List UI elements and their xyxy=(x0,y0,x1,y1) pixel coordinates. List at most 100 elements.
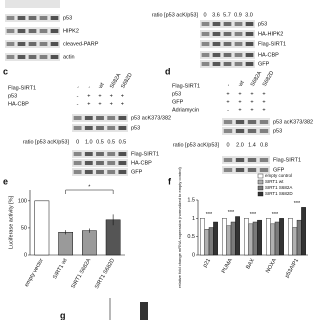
band xyxy=(212,42,221,46)
blot-label: p53 xyxy=(258,21,267,27)
condition-label: GFP xyxy=(172,99,184,105)
annotation: *** xyxy=(228,210,235,216)
band xyxy=(96,152,104,156)
bar xyxy=(301,207,306,256)
panel-letter: d xyxy=(165,66,171,76)
y-tick-label: 50 xyxy=(21,225,27,231)
annotation: * xyxy=(88,184,91,190)
band xyxy=(17,16,26,20)
blot-label: HIPK2 xyxy=(63,28,79,34)
condition-value: + xyxy=(98,93,101,99)
blot-strip xyxy=(222,127,270,135)
ratio-value: 2.0 xyxy=(236,142,244,148)
band xyxy=(223,168,233,172)
band xyxy=(73,170,82,174)
legend-label: SIRT1 wt xyxy=(265,179,284,184)
panel-letter: f xyxy=(168,176,172,186)
annotation: *** xyxy=(272,212,279,218)
condition-value: + xyxy=(262,99,265,105)
band xyxy=(212,53,221,57)
band xyxy=(39,42,48,46)
band xyxy=(84,126,93,130)
panel-letter: e xyxy=(3,176,8,186)
legend-swatch xyxy=(257,185,264,191)
ratio-value: 0.8 xyxy=(260,142,268,148)
condition-value: - xyxy=(226,83,232,88)
band xyxy=(107,170,116,174)
band xyxy=(223,32,232,36)
blot-label: p53 xyxy=(273,128,282,134)
band xyxy=(6,55,15,59)
band xyxy=(234,42,243,46)
band xyxy=(118,161,127,165)
ratio-value: 0.9 xyxy=(234,12,242,18)
band xyxy=(245,53,254,57)
blot-label: GFP xyxy=(258,61,270,67)
condition-value: + xyxy=(250,99,253,105)
condition-value: + xyxy=(250,91,253,97)
band xyxy=(96,126,104,130)
band xyxy=(118,152,127,156)
ratio-value: 0.5 xyxy=(119,139,127,145)
blot-label: GFP xyxy=(131,169,143,175)
band xyxy=(39,29,48,33)
band xyxy=(28,42,37,46)
condition-value: - xyxy=(77,93,79,99)
band xyxy=(201,42,210,46)
band xyxy=(84,152,93,156)
y-tick-label: 100 xyxy=(18,198,27,204)
band xyxy=(107,116,116,120)
band xyxy=(235,168,245,172)
band xyxy=(212,62,221,66)
condition-value: - xyxy=(77,101,79,107)
band xyxy=(245,62,254,66)
band xyxy=(247,129,257,133)
condition-value: + xyxy=(226,91,229,97)
blot-label: Flag-SIRT1 xyxy=(258,41,286,47)
condition-value: + xyxy=(250,107,253,113)
condition-label: Flag-SIRT1 xyxy=(8,85,36,91)
blot-label: p53 xyxy=(131,125,140,131)
condition-label: p53 xyxy=(172,91,181,97)
ratio-value: 3.6 xyxy=(212,12,220,18)
condition-value: + xyxy=(226,99,229,105)
bar xyxy=(199,218,205,256)
band xyxy=(39,16,48,20)
y-tick-label: 1 xyxy=(192,216,195,222)
band xyxy=(107,152,116,156)
x-tick-label: BAX xyxy=(245,257,256,270)
legend-label: SIRT1 S682A xyxy=(265,185,292,190)
legend-swatch xyxy=(257,173,264,179)
band xyxy=(118,170,127,174)
band xyxy=(50,55,59,59)
y-axis-label: relative fold change mRNA expression (no… xyxy=(177,166,182,287)
blot-label: p53 xyxy=(63,15,72,21)
band xyxy=(73,161,82,165)
condition-label: HA-CBP xyxy=(8,101,29,107)
band xyxy=(107,126,116,130)
condition-value: + xyxy=(87,101,90,107)
bar xyxy=(270,223,276,256)
band xyxy=(96,161,104,165)
band xyxy=(6,42,15,46)
condition-label: Adriamycin xyxy=(172,107,199,113)
band xyxy=(234,22,243,26)
legend-label: SIRT1 S682D xyxy=(265,191,293,196)
band xyxy=(235,120,245,124)
band xyxy=(201,53,210,57)
ratio-value: 0.5 xyxy=(96,139,104,145)
condition-value: wt xyxy=(237,80,246,89)
bar xyxy=(266,218,271,256)
band xyxy=(28,16,37,20)
band xyxy=(212,32,221,36)
bar xyxy=(243,218,249,256)
band xyxy=(6,16,15,20)
panel-letter: c xyxy=(3,66,8,76)
bar xyxy=(274,221,280,256)
band xyxy=(84,161,93,165)
y-tick-label: 0 xyxy=(192,252,195,258)
ratio-value: 5.7 xyxy=(223,12,231,18)
band xyxy=(17,29,26,33)
bar xyxy=(235,216,240,256)
